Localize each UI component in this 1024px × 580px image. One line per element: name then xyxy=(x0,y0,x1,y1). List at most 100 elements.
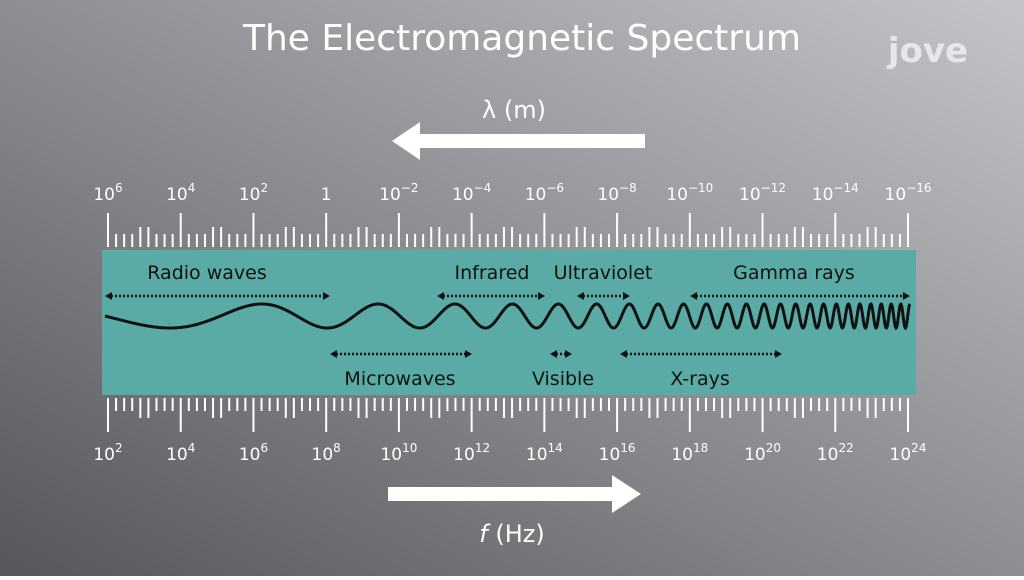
wavelength-tick-label: 10−14 xyxy=(812,181,859,205)
tick-base: 1 xyxy=(321,185,332,205)
tick-base: 10 xyxy=(453,445,475,465)
tick-base: 10 xyxy=(380,445,402,465)
frequency-tick-label: 1022 xyxy=(817,441,854,465)
tick-base: 10 xyxy=(525,185,547,205)
tick-exponent: 8 xyxy=(333,441,341,455)
tick-base: 10 xyxy=(526,445,548,465)
range-head xyxy=(437,292,444,300)
range-head xyxy=(775,350,782,358)
band-label: Ultraviolet xyxy=(554,262,653,284)
tick-exponent: −14 xyxy=(833,181,858,195)
frequency-tick-label: 1016 xyxy=(599,441,636,465)
wavelength-tick-label: 10−4 xyxy=(452,181,491,205)
tick-exponent: −4 xyxy=(474,181,492,195)
range-head xyxy=(550,350,557,358)
tick-base: 10 xyxy=(666,185,688,205)
spectrum-band xyxy=(102,250,916,395)
band-label: Visible xyxy=(532,368,594,390)
frequency-tick-label: 102 xyxy=(93,441,122,465)
wave xyxy=(104,302,912,331)
band-label: X-rays xyxy=(670,368,730,390)
title: The Electromagnetic Spectrum xyxy=(242,18,801,59)
frequency-tick-label: 1010 xyxy=(380,441,417,465)
wavelength-tick-label: 10−8 xyxy=(597,181,636,205)
tick-exponent: 18 xyxy=(693,441,708,455)
frequency-tick-label: 1024 xyxy=(890,441,927,465)
wavelength-tick-label: 10−12 xyxy=(739,181,786,205)
wavelength-arrow xyxy=(392,122,645,160)
tick-base: 10 xyxy=(817,445,839,465)
frequency-arrow xyxy=(388,475,641,513)
frequency-tick-label: 1014 xyxy=(526,441,563,465)
wavelength-tick-label: 106 xyxy=(93,181,122,205)
wavelength-tick-label: 104 xyxy=(166,181,195,205)
range-head xyxy=(620,350,627,358)
tick-exponent: −12 xyxy=(761,181,786,195)
tick-exponent: 12 xyxy=(475,441,490,455)
tick-base: 10 xyxy=(597,185,619,205)
frequency-tick-label: 1018 xyxy=(671,441,708,465)
tick-exponent: −6 xyxy=(546,181,564,195)
range-head xyxy=(465,350,472,358)
tick-exponent: 2 xyxy=(115,441,123,455)
tick-exponent: −2 xyxy=(401,181,419,195)
range-head xyxy=(623,292,630,300)
tick-base: 10 xyxy=(312,445,334,465)
wavelength-tick-label: 10−10 xyxy=(666,181,713,205)
tick-base: 10 xyxy=(812,185,834,205)
range-head xyxy=(330,350,337,358)
tick-base: 10 xyxy=(93,445,115,465)
tick-exponent: 4 xyxy=(188,181,196,195)
tick-exponent: 10 xyxy=(402,441,417,455)
range-head xyxy=(538,292,545,300)
tick-exponent: −10 xyxy=(688,181,713,195)
band-label: Microwaves xyxy=(344,368,455,390)
tick-exponent: −16 xyxy=(906,181,931,195)
frequency-tick-label: 1012 xyxy=(453,441,490,465)
tick-base: 10 xyxy=(379,185,401,205)
frequency-tick-label: 104 xyxy=(166,441,195,465)
tick-base: 10 xyxy=(166,445,188,465)
tick-base: 10 xyxy=(166,185,188,205)
logo: jove xyxy=(886,31,968,71)
frequency-symbol: f xyxy=(479,520,491,548)
range-head xyxy=(903,292,910,300)
tick-base: 10 xyxy=(599,445,621,465)
tick-base: 10 xyxy=(890,445,912,465)
tick-exponent: 16 xyxy=(620,441,635,455)
range-head xyxy=(323,292,330,300)
tick-base: 10 xyxy=(93,185,115,205)
wavelength-tick-label: 10−16 xyxy=(885,181,932,205)
tick-exponent: 6 xyxy=(260,441,268,455)
tick-base: 10 xyxy=(739,185,761,205)
tick-base: 10 xyxy=(239,445,261,465)
wavelength-tick-label: 10−2 xyxy=(379,181,418,205)
tick-base: 10 xyxy=(239,185,261,205)
frequency-tick-label: 1020 xyxy=(744,441,781,465)
range-head xyxy=(105,292,112,300)
wavelength-tick-label: 1 xyxy=(321,185,332,205)
range-head xyxy=(565,350,572,358)
tick-exponent: 14 xyxy=(548,441,563,455)
frequency-tick-label: 106 xyxy=(239,441,268,465)
tick-exponent: 20 xyxy=(766,441,781,455)
tick-base: 10 xyxy=(885,185,907,205)
tick-exponent: 6 xyxy=(115,181,123,195)
tick-base: 10 xyxy=(452,185,474,205)
tick-exponent: 2 xyxy=(260,181,268,195)
frequency-label: f (Hz) xyxy=(479,520,544,548)
spectrum-elements: 106 104 102 1 10−2 10−4 10−6 10−8 10−10 10−12 10−1… xyxy=(93,181,931,465)
wavelength-tick-label: 10−6 xyxy=(525,181,564,205)
tick-base: 10 xyxy=(671,445,693,465)
band-label: Infrared xyxy=(455,262,530,284)
range-head xyxy=(577,292,584,300)
band-label: Gamma rays xyxy=(733,262,855,284)
range-head xyxy=(690,292,697,300)
frequency-tick-label: 108 xyxy=(312,441,341,465)
tick-exponent: 24 xyxy=(911,441,926,455)
wavelength-tick-label: 102 xyxy=(239,181,268,205)
tick-exponent: −8 xyxy=(619,181,637,195)
band-label: Radio waves xyxy=(147,262,266,284)
